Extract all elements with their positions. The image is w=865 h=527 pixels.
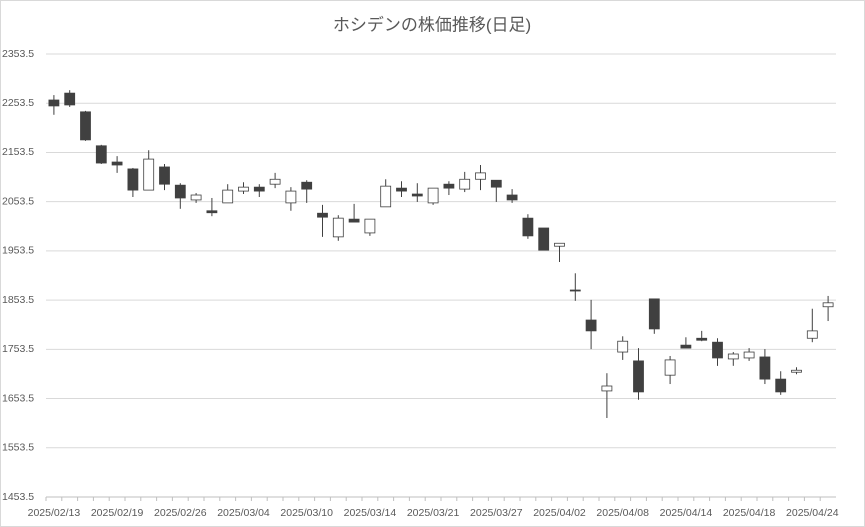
y-tick-label: 1753.5 xyxy=(2,343,34,355)
candle-body xyxy=(332,217,344,238)
y-tick-label: 1853.5 xyxy=(2,294,34,306)
x-tick-label: 2025/04/14 xyxy=(660,507,713,519)
x-tick-label: 2025/02/19 xyxy=(91,507,144,519)
x-tick-label: 2025/03/04 xyxy=(217,507,270,519)
candle-body xyxy=(806,330,818,339)
x-tick-label: 2025/04/02 xyxy=(533,507,586,519)
candle-body xyxy=(174,184,186,199)
candle-body xyxy=(601,385,613,392)
candle-body xyxy=(569,289,581,292)
x-tick-label: 2025/02/13 xyxy=(28,507,81,519)
y-tick-label: 1953.5 xyxy=(2,245,34,257)
candle-body xyxy=(506,194,518,201)
candle-body xyxy=(743,351,755,359)
candle-body xyxy=(585,319,597,332)
candle-body xyxy=(822,302,834,308)
x-tick-label: 2025/04/18 xyxy=(723,507,776,519)
x-tick-label: 2025/03/10 xyxy=(280,507,333,519)
candle-body xyxy=(712,341,723,359)
candle-body xyxy=(664,359,676,376)
candle-body xyxy=(317,212,328,218)
candle-body xyxy=(348,218,360,223)
candle-body xyxy=(301,181,313,190)
candle-body xyxy=(222,189,234,204)
x-tick-label: 2025/03/21 xyxy=(407,507,460,519)
candle-body xyxy=(633,360,644,393)
candle-body xyxy=(475,172,486,180)
x-tick-label: 2025/04/24 xyxy=(786,507,839,519)
candle-body xyxy=(759,356,771,380)
candle-body xyxy=(64,92,76,106)
y-tick-label: 1553.5 xyxy=(2,442,34,454)
candle-body xyxy=(443,183,455,189)
y-tick-label: 2053.5 xyxy=(2,195,34,207)
candle-body xyxy=(775,378,787,393)
x-tick-label: 2025/03/14 xyxy=(344,507,397,519)
candle-body xyxy=(253,186,265,192)
y-tick-label: 1653.5 xyxy=(2,392,34,404)
y-tick-label: 1453.5 xyxy=(2,491,34,503)
candle-body xyxy=(554,242,565,247)
candle-body xyxy=(143,158,155,191)
candle-body xyxy=(95,145,107,164)
candle-body xyxy=(190,194,202,201)
candle-body xyxy=(696,337,708,341)
candle-body xyxy=(680,344,692,349)
candle-body xyxy=(490,179,502,188)
candle-body xyxy=(459,178,471,190)
candle-body xyxy=(522,217,534,237)
x-tick-label: 2025/04/08 xyxy=(596,507,649,519)
candle-body xyxy=(285,190,297,204)
y-tick-label: 2153.5 xyxy=(2,146,34,158)
candle-body xyxy=(238,186,249,192)
y-tick-label: 2253.5 xyxy=(2,97,34,109)
candle-body xyxy=(411,193,423,197)
candle-body xyxy=(380,185,392,208)
x-tick-label: 2025/02/26 xyxy=(154,507,207,519)
candle-body xyxy=(396,187,407,192)
candle-body xyxy=(159,166,170,185)
candle-body xyxy=(269,178,281,185)
candle-body xyxy=(127,168,139,191)
candle-body xyxy=(617,340,629,353)
candle-body xyxy=(80,111,91,141)
candle-body xyxy=(791,369,802,373)
candle-body xyxy=(538,227,550,251)
candle-body xyxy=(427,187,439,204)
candle-body xyxy=(364,218,376,234)
x-tick-label: 2025/03/27 xyxy=(470,507,523,519)
chart-title: ホシデンの株価推移(日足) xyxy=(333,14,531,34)
candle-body xyxy=(111,161,123,166)
candle-body xyxy=(648,298,660,330)
y-tick-label: 2353.5 xyxy=(2,48,34,60)
candle-body xyxy=(48,99,60,107)
candle-body xyxy=(206,210,218,214)
candle-body xyxy=(727,353,739,360)
